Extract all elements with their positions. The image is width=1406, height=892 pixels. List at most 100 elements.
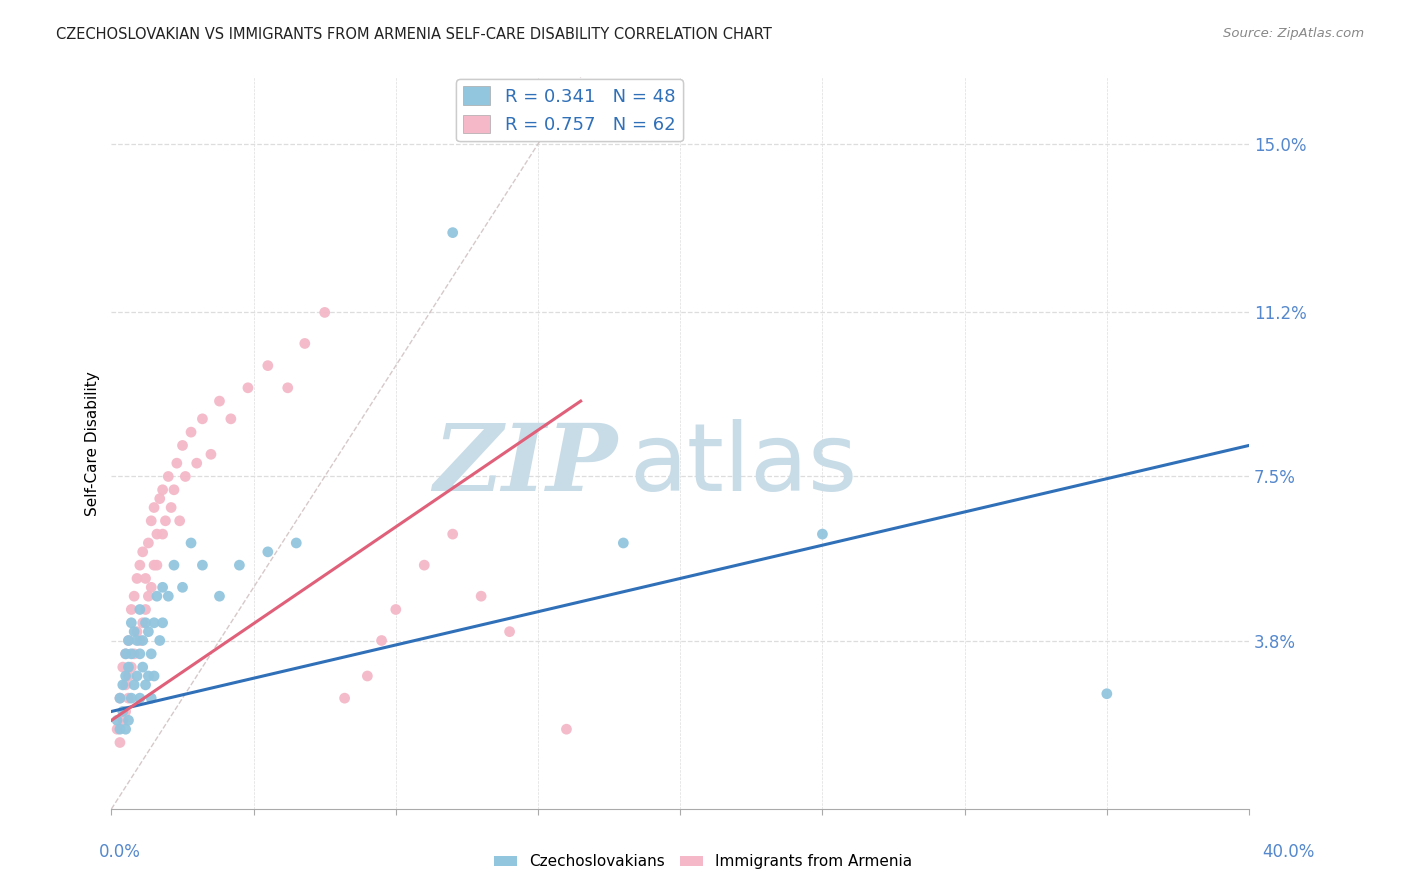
Point [157,589,180,603]
Point [228,558,250,573]
Point [122,647,145,661]
Point [114,647,136,661]
Point [138,669,160,683]
Text: 0.0%: 0.0% [98,843,141,861]
Point [138,624,160,639]
Point [131,633,153,648]
Point [120,660,142,674]
Point [114,647,136,661]
Point [163,558,186,573]
Point [172,580,194,594]
Point [152,580,174,594]
Point [114,705,136,719]
Point [208,394,231,409]
Point [117,633,139,648]
Point [256,545,278,559]
Point [441,527,464,541]
Point [152,527,174,541]
Point [105,714,128,728]
Point [333,691,356,706]
Point [135,615,157,630]
Point [138,589,160,603]
Point [180,536,202,550]
Point [131,660,153,674]
Point [105,722,128,736]
Point [141,691,163,706]
Point [117,691,139,706]
Point [120,602,142,616]
Point [163,483,186,497]
Text: Source: ZipAtlas.com: Source: ZipAtlas.com [1223,27,1364,40]
Point [117,669,139,683]
Point [111,705,134,719]
Point [169,514,191,528]
Point [128,647,150,661]
Point [191,558,214,573]
Point [128,633,150,648]
Point [117,660,139,674]
Point [149,633,172,648]
Point [122,624,145,639]
Point [612,536,634,550]
Point [135,571,157,585]
Text: ZIP: ZIP [433,420,617,510]
Point [108,691,131,706]
Point [219,412,242,426]
Point [152,483,174,497]
Point [114,722,136,736]
Legend: Czechoslovakians, Immigrants from Armenia: Czechoslovakians, Immigrants from Armeni… [488,848,918,875]
Point [385,602,408,616]
Point [131,615,153,630]
Point [498,624,520,639]
Point [314,305,336,319]
Text: atlas: atlas [628,419,858,511]
Point [174,469,197,483]
Point [111,660,134,674]
Point [111,678,134,692]
Point [128,558,150,573]
Point [811,527,834,541]
Point [157,469,180,483]
Point [111,714,134,728]
Point [180,425,202,439]
Point [120,647,142,661]
Point [117,714,139,728]
Point [135,678,157,692]
Point [141,514,163,528]
Point [186,456,208,470]
Point [236,381,259,395]
Point [114,678,136,692]
Text: CZECHOSLOVAKIAN VS IMMIGRANTS FROM ARMENIA SELF-CARE DISABILITY CORRELATION CHAR: CZECHOSLOVAKIAN VS IMMIGRANTS FROM ARMEN… [56,27,772,42]
Point [128,602,150,616]
Y-axis label: Self-Care Disability: Self-Care Disability [86,371,100,516]
Point [131,545,153,559]
Point [146,527,169,541]
Point [256,359,278,373]
Point [143,500,166,515]
Point [285,536,308,550]
Point [108,691,131,706]
Point [108,722,131,736]
Point [141,647,163,661]
Point [294,336,316,351]
Point [125,669,148,683]
Point [138,536,160,550]
Point [470,589,492,603]
Point [108,735,131,749]
Point [146,589,169,603]
Point [277,381,299,395]
Point [125,624,148,639]
Point [413,558,436,573]
Point [155,514,177,528]
Point [128,691,150,706]
Point [149,491,172,506]
Point [370,633,392,648]
Point [152,615,174,630]
Point [166,456,188,470]
Point [160,500,183,515]
Point [135,602,157,616]
Point [200,447,222,461]
Point [122,589,145,603]
Point [143,558,166,573]
Point [208,589,231,603]
